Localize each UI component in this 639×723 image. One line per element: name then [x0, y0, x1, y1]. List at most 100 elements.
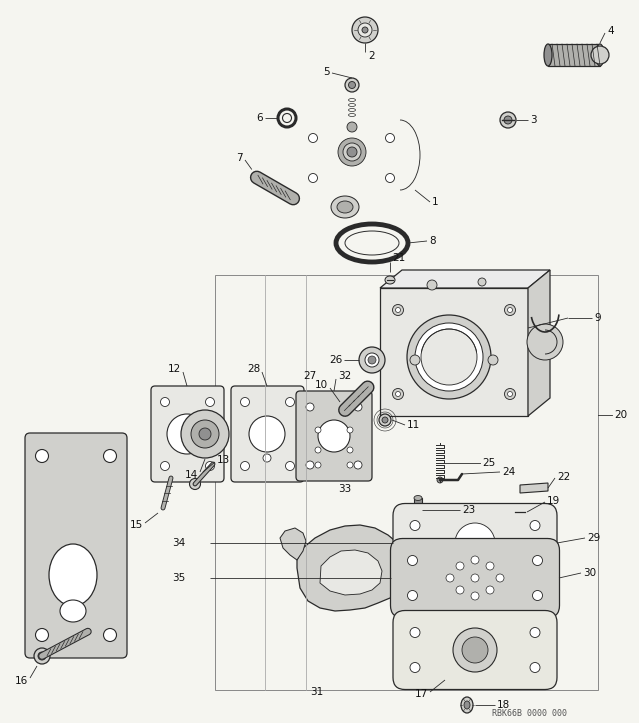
Circle shape	[306, 403, 314, 411]
FancyBboxPatch shape	[390, 539, 560, 617]
Circle shape	[471, 592, 479, 600]
Circle shape	[488, 355, 498, 365]
Ellipse shape	[49, 544, 97, 606]
Circle shape	[446, 574, 454, 582]
Text: 29: 29	[587, 533, 600, 543]
Circle shape	[532, 591, 543, 601]
Ellipse shape	[252, 173, 262, 182]
Text: 11: 11	[407, 420, 420, 430]
Circle shape	[410, 628, 420, 638]
FancyBboxPatch shape	[393, 503, 557, 583]
Circle shape	[500, 112, 516, 128]
Ellipse shape	[331, 196, 359, 218]
Circle shape	[286, 461, 295, 471]
Text: 35: 35	[172, 573, 185, 583]
Circle shape	[362, 27, 368, 33]
FancyBboxPatch shape	[231, 386, 304, 482]
Text: 13: 13	[217, 455, 230, 465]
Text: 1: 1	[432, 197, 438, 207]
Circle shape	[507, 391, 512, 396]
Ellipse shape	[414, 515, 422, 521]
Ellipse shape	[464, 701, 470, 709]
Text: 8: 8	[429, 236, 436, 246]
Circle shape	[359, 347, 385, 373]
Circle shape	[478, 278, 486, 286]
Circle shape	[415, 323, 483, 391]
Circle shape	[532, 555, 543, 565]
Circle shape	[407, 315, 491, 399]
Circle shape	[471, 556, 479, 564]
Circle shape	[530, 662, 540, 672]
Circle shape	[343, 143, 361, 161]
Text: 18: 18	[497, 700, 511, 710]
Circle shape	[392, 304, 403, 315]
Circle shape	[354, 403, 362, 411]
Circle shape	[591, 46, 609, 64]
Text: 7: 7	[236, 153, 243, 163]
Bar	[414, 498, 422, 518]
Ellipse shape	[544, 44, 552, 66]
Text: 6: 6	[256, 113, 263, 123]
Ellipse shape	[461, 697, 473, 713]
Text: 33: 33	[338, 484, 351, 494]
FancyBboxPatch shape	[151, 386, 224, 482]
Text: 32: 32	[338, 371, 351, 381]
Polygon shape	[320, 550, 382, 595]
Circle shape	[286, 398, 295, 406]
Circle shape	[410, 355, 420, 365]
Circle shape	[199, 428, 211, 440]
Circle shape	[348, 82, 355, 88]
Circle shape	[530, 521, 540, 531]
Circle shape	[347, 447, 353, 453]
Text: RBK66B 0000 000: RBK66B 0000 000	[492, 709, 567, 717]
Circle shape	[318, 420, 350, 452]
Circle shape	[347, 122, 357, 132]
Text: 16: 16	[15, 676, 28, 686]
Polygon shape	[280, 528, 306, 560]
Text: 22: 22	[557, 472, 570, 482]
Circle shape	[365, 353, 379, 367]
Circle shape	[240, 398, 249, 406]
Circle shape	[527, 324, 563, 360]
Circle shape	[396, 391, 401, 396]
Circle shape	[456, 562, 464, 570]
Bar	[380, 288, 528, 416]
Circle shape	[36, 628, 49, 641]
Circle shape	[455, 523, 495, 563]
Circle shape	[379, 414, 391, 426]
FancyBboxPatch shape	[25, 433, 127, 658]
Circle shape	[167, 414, 207, 454]
Circle shape	[38, 652, 46, 660]
Text: 20: 20	[614, 410, 627, 420]
FancyBboxPatch shape	[296, 391, 372, 481]
Circle shape	[504, 116, 512, 124]
Circle shape	[396, 307, 401, 312]
Circle shape	[408, 591, 417, 601]
Circle shape	[347, 147, 357, 157]
Circle shape	[345, 78, 359, 92]
Text: 28: 28	[247, 364, 260, 374]
Text: 26: 26	[328, 355, 342, 365]
Circle shape	[486, 586, 494, 594]
Circle shape	[34, 648, 50, 664]
Ellipse shape	[596, 44, 604, 66]
Circle shape	[513, 505, 527, 519]
Circle shape	[190, 479, 201, 489]
Circle shape	[382, 417, 388, 423]
Circle shape	[240, 461, 249, 471]
Circle shape	[437, 477, 443, 483]
Circle shape	[315, 462, 321, 468]
Text: 19: 19	[547, 496, 560, 506]
Text: 4: 4	[607, 26, 613, 36]
Circle shape	[408, 555, 417, 565]
Polygon shape	[380, 270, 550, 288]
Text: 23: 23	[462, 505, 475, 515]
Circle shape	[338, 138, 366, 166]
Circle shape	[421, 329, 477, 385]
Text: 25: 25	[482, 458, 495, 468]
Text: 10: 10	[315, 380, 328, 390]
Text: 2: 2	[368, 51, 374, 61]
Text: 17: 17	[415, 689, 428, 699]
Circle shape	[392, 388, 403, 400]
Circle shape	[191, 420, 219, 448]
